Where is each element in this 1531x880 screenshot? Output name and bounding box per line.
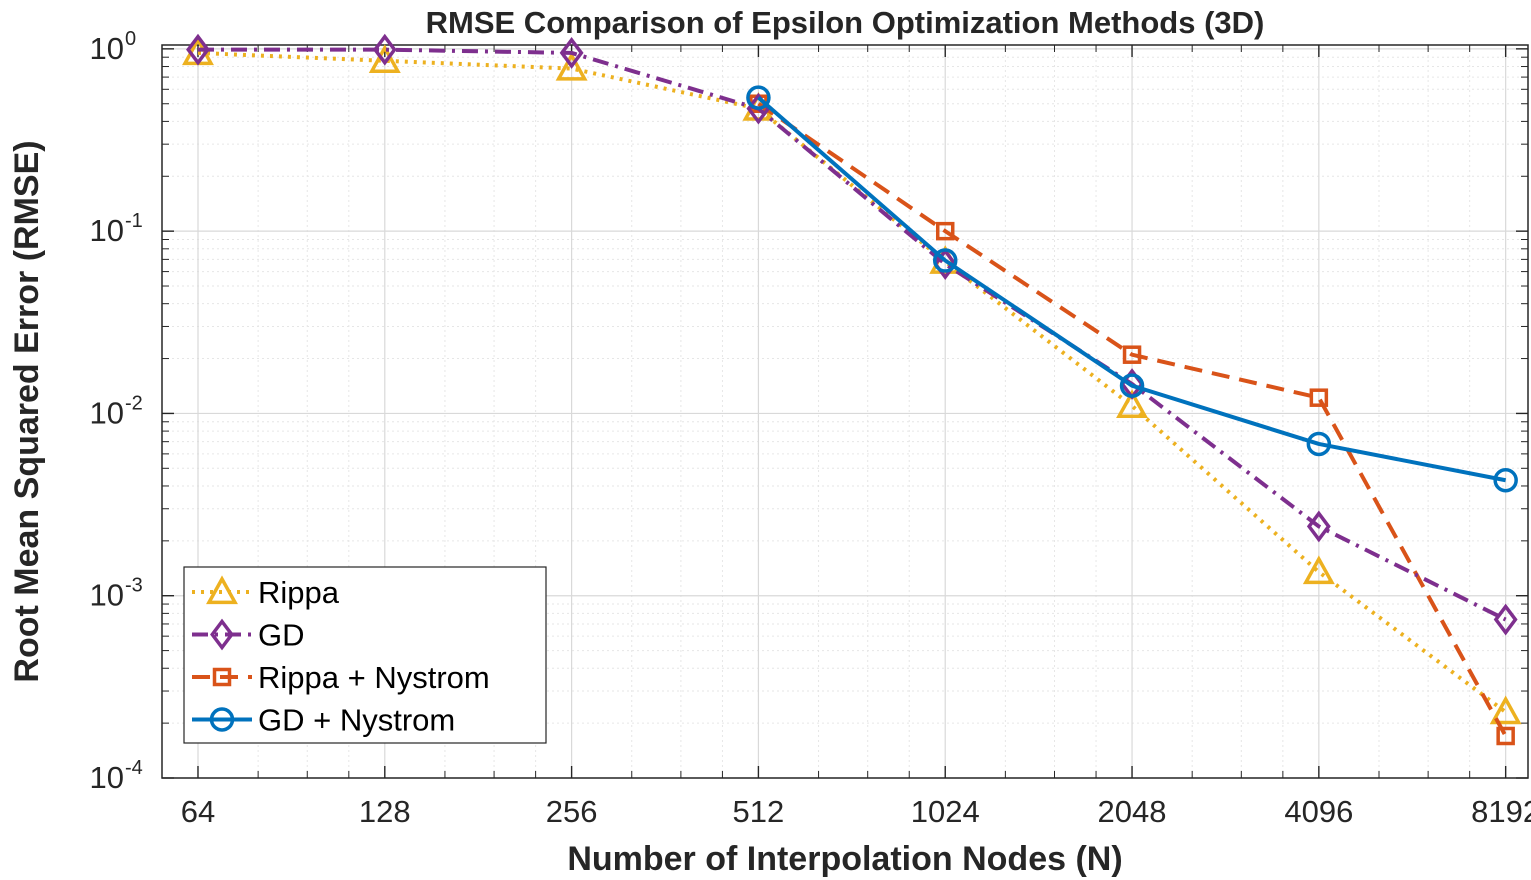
y-tick-label: 10: [90, 395, 124, 430]
x-tick-label: 4096: [1284, 794, 1353, 829]
data-point: [1309, 388, 1329, 407]
data-point: [372, 33, 397, 66]
y-tick-exponent: -2: [125, 392, 143, 414]
data-point: [1119, 373, 1145, 398]
series-line: [197, 47, 1507, 622]
x-axis-label: Number of Interpolation Nodes (N): [567, 840, 1122, 878]
data-point: [1302, 555, 1335, 585]
legend-marker: [210, 618, 234, 651]
y-tick-exponent: -3: [125, 575, 143, 597]
plot-area: [161, 44, 1529, 779]
y-axis-label: Root Mean Squared Error (RMSE): [8, 140, 46, 682]
series-gd-nystrom: [746, 85, 1518, 493]
data-point: [935, 221, 955, 241]
data-point: [186, 33, 210, 66]
data-point: [368, 44, 401, 73]
x-tick-label: 512: [733, 794, 785, 829]
data-point: [1116, 389, 1149, 419]
y-tick-label: 10: [90, 760, 124, 795]
x-tick-label: 2048: [1098, 794, 1167, 829]
x-tick-label: 8192: [1471, 794, 1531, 829]
y-tick-exponent: -4: [125, 757, 143, 779]
chart-title: RMSE Comparison of Epsilon Optimization …: [426, 5, 1265, 40]
series-gd: [186, 33, 1518, 636]
legend-item: Rippa + Nystrom: [192, 660, 490, 695]
data-point: [1122, 345, 1142, 364]
data-point: [1306, 510, 1331, 543]
legend-item: GD: [192, 618, 305, 653]
legend-label: Rippa: [258, 575, 340, 610]
series-lines: [182, 33, 1522, 746]
data-point: [555, 51, 588, 81]
y-tick-label: 10: [90, 578, 124, 613]
data-point: [1496, 726, 1515, 746]
x-tick-label: 256: [546, 794, 598, 829]
grid: [162, 45, 1528, 779]
data-point: [559, 37, 584, 69]
legend-marker: [209, 707, 235, 732]
legend: Rippa GD Rippa + Nystrom GD + Nystrom: [183, 566, 547, 744]
x-tick-label: 64: [181, 794, 215, 829]
y-tick-label: 10: [90, 31, 124, 66]
data-point: [1493, 467, 1518, 493]
legend-label: Rippa + Nystrom: [258, 660, 490, 695]
y-tick-label: 10: [90, 213, 124, 248]
legend-label: GD: [258, 618, 305, 653]
legend-box: [183, 566, 547, 744]
x-tick-label: 128: [359, 794, 411, 829]
series-line: [757, 96, 1507, 483]
legend-item: Rippa: [192, 575, 340, 610]
legend-marker: [206, 575, 238, 605]
series-line: [757, 102, 1508, 737]
data-point: [1493, 603, 1518, 636]
y-tick-exponent: -1: [125, 210, 143, 232]
data-point: [932, 248, 958, 273]
x-tick-label: 1024: [911, 794, 980, 829]
data-point: [1306, 431, 1332, 457]
series-line: [197, 50, 1507, 714]
y-tick-exponent: 0: [125, 28, 136, 50]
legend-item: GD + Nystrom: [192, 703, 455, 738]
legend-marker: [212, 667, 232, 687]
legend-label: GD + Nystrom: [258, 703, 455, 738]
data-point: [933, 248, 958, 280]
data-point: [1489, 695, 1522, 725]
data-point: [746, 85, 771, 110]
